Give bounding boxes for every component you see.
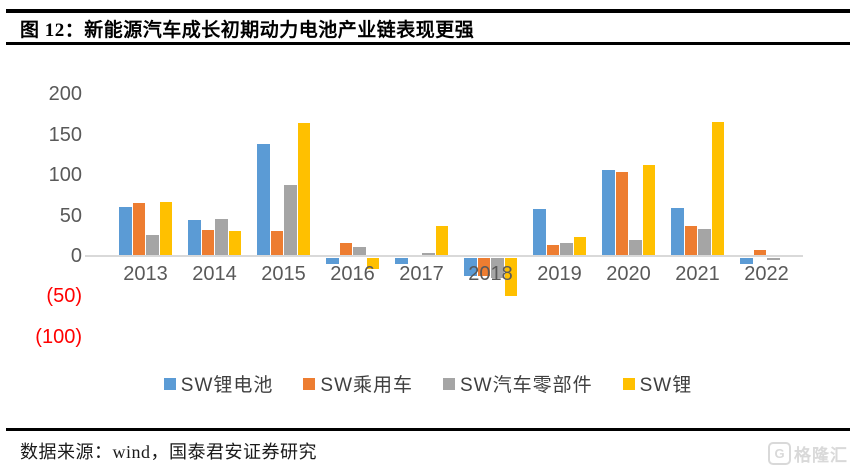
- bar-2014-series-3: [228, 230, 241, 256]
- bar-2014-series-2: [215, 218, 228, 256]
- x-axis-tick-label: 2014: [192, 263, 237, 285]
- legend-swatch-icon: [303, 377, 316, 390]
- legend-label: SW锂电池: [180, 375, 274, 396]
- bar-2021-series-2: [698, 229, 711, 256]
- bar-2022-series-2: [767, 258, 780, 260]
- bar-2013-series-1: [132, 203, 145, 256]
- bar-2014-series-1: [201, 230, 214, 256]
- bar-2017-series-2: [422, 252, 435, 256]
- legend-swatch-icon: [622, 377, 635, 390]
- bar-2020-series-1: [615, 171, 628, 256]
- bar-2016-series-3: [366, 258, 379, 269]
- gelonghui-logo-icon: G: [768, 442, 791, 465]
- bar-2021-series-3: [711, 121, 724, 256]
- bar-2019-series-2: [560, 243, 573, 256]
- legend-item-0: SW锂电池: [163, 370, 274, 397]
- y-axis-tick-label: 150: [48, 123, 82, 146]
- gelonghui-logo: G 格隆汇: [768, 441, 848, 466]
- title-underline: [6, 42, 850, 45]
- bar-2013-series-2: [146, 234, 159, 256]
- legend-item-2: SW汽车零部件: [443, 370, 593, 397]
- bar-2016-series-1: [339, 243, 352, 256]
- legend-swatch-icon: [443, 377, 455, 390]
- top-rule: [6, 9, 850, 13]
- data-source-text: 数据来源：wind，国泰君安证券研究: [20, 442, 317, 462]
- legend-item-3: SW锂: [622, 370, 693, 397]
- y-axis-tick-label: 100: [48, 164, 82, 187]
- legend-label: SW锂: [639, 375, 693, 396]
- y-axis-tick-label: 0: [70, 245, 82, 267]
- bar-2015-series-3: [297, 122, 310, 256]
- bar-2021-series-0: [671, 208, 684, 256]
- bar-2017-series-0: [395, 258, 408, 265]
- legend-swatch-icon: [163, 377, 176, 390]
- bar-2016-series-0: [326, 258, 339, 265]
- bar-2020-series-3: [642, 164, 655, 256]
- bar-2015-series-2: [284, 184, 297, 256]
- y-axis-tick-label: (50): [46, 285, 82, 308]
- legend-item-1: SW乘用车: [303, 370, 413, 397]
- x-axis-tick-label: 2022: [744, 263, 789, 285]
- bar-2013-series-0: [119, 207, 132, 256]
- legend-label: SW汽车零部件: [460, 375, 593, 396]
- y-axis-tick-label: 50: [59, 204, 82, 227]
- bar-2018-series-2: [491, 258, 504, 279]
- bar-2020-series-2: [629, 239, 642, 256]
- bar-2018-series-3: [504, 258, 517, 297]
- bar-2013-series-3: [159, 201, 172, 256]
- x-axis-tick-label: 2017: [399, 263, 444, 285]
- x-axis-tick-label: 2020: [606, 263, 651, 285]
- gelonghui-logo-text: 格隆汇: [794, 446, 848, 465]
- bar-2020-series-0: [602, 170, 615, 256]
- bar-2019-series-0: [533, 209, 546, 256]
- bar-2017-series-3: [435, 226, 448, 256]
- bar-2021-series-1: [684, 226, 697, 256]
- bar-2016-series-2: [353, 247, 366, 256]
- bar-2018-series-0: [464, 258, 477, 276]
- legend-label: SW乘用车: [320, 375, 413, 396]
- bar-2022-series-1: [753, 249, 766, 256]
- bar-2015-series-0: [257, 144, 270, 256]
- x-axis-tick-label: 2015: [261, 263, 306, 285]
- footer-rule: [6, 428, 850, 431]
- x-axis-tick-label: 2018: [468, 263, 513, 285]
- x-axis-tick-label: 2021: [675, 263, 720, 285]
- bar-2015-series-1: [270, 230, 283, 256]
- bar-2019-series-1: [546, 244, 559, 256]
- y-axis-tick-label: (100): [35, 325, 82, 348]
- x-axis-tick-label: 2019: [537, 263, 582, 285]
- y-axis-tick-label: 200: [48, 83, 82, 106]
- bar-2022-series-0: [740, 258, 753, 264]
- chart-legend: SW锂电池 SW乘用车 SW汽车零部件 SW锂: [0, 370, 856, 397]
- figure-title: 图 12：新能源汽车成长初期动力电池产业链表现更强: [20, 20, 475, 41]
- x-axis-tick-label: 2016: [330, 263, 375, 285]
- x-axis-tick-label: 2013: [123, 263, 168, 285]
- bar-2014-series-0: [188, 220, 201, 256]
- bar-2019-series-3: [573, 236, 586, 256]
- x-axis-line: [85, 255, 803, 257]
- bar-2018-series-1: [477, 258, 490, 276]
